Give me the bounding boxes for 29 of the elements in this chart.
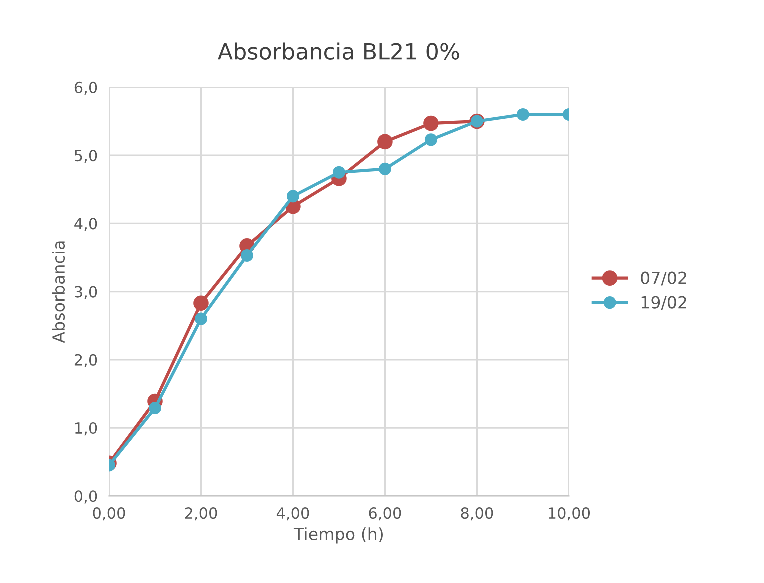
legend-label: 07/02 [641, 272, 686, 286]
x-tick-label: 10,00 [548, 508, 590, 521]
y-tick-label: 4,0 [74, 218, 98, 232]
x-axis-title: Tiempo (h) [294, 528, 383, 544]
point [424, 116, 439, 132]
y-tick-label: 3,0 [75, 286, 98, 300]
x-tick-label: 4,00 [276, 508, 310, 521]
chart-title: Absorbancia BL21 0% [218, 42, 460, 60]
legend-label: 19/02 [642, 296, 686, 310]
y-tick-label: 1,0 [76, 422, 98, 436]
x-tick-label: 6,00 [369, 508, 402, 521]
y-tick-label: 5,0 [75, 150, 98, 164]
y-tick-label: 2,0 [74, 354, 98, 368]
x-tick-label: 0,00 [93, 508, 126, 521]
y-axis-title: Absorbancia [52, 242, 66, 344]
point [378, 134, 393, 150]
y-tick-label: 0,0 [74, 490, 98, 504]
y-tick-label: 6,0 [74, 82, 98, 96]
point [424, 134, 438, 146]
point [240, 249, 254, 262]
point [332, 166, 346, 179]
point [194, 296, 209, 312]
point [378, 162, 392, 176]
point [148, 402, 162, 415]
x-tick-label: 8,00 [461, 508, 494, 521]
point [286, 190, 300, 203]
point [516, 108, 530, 121]
point [194, 312, 208, 326]
x-tick-label: 2,00 [185, 508, 218, 521]
